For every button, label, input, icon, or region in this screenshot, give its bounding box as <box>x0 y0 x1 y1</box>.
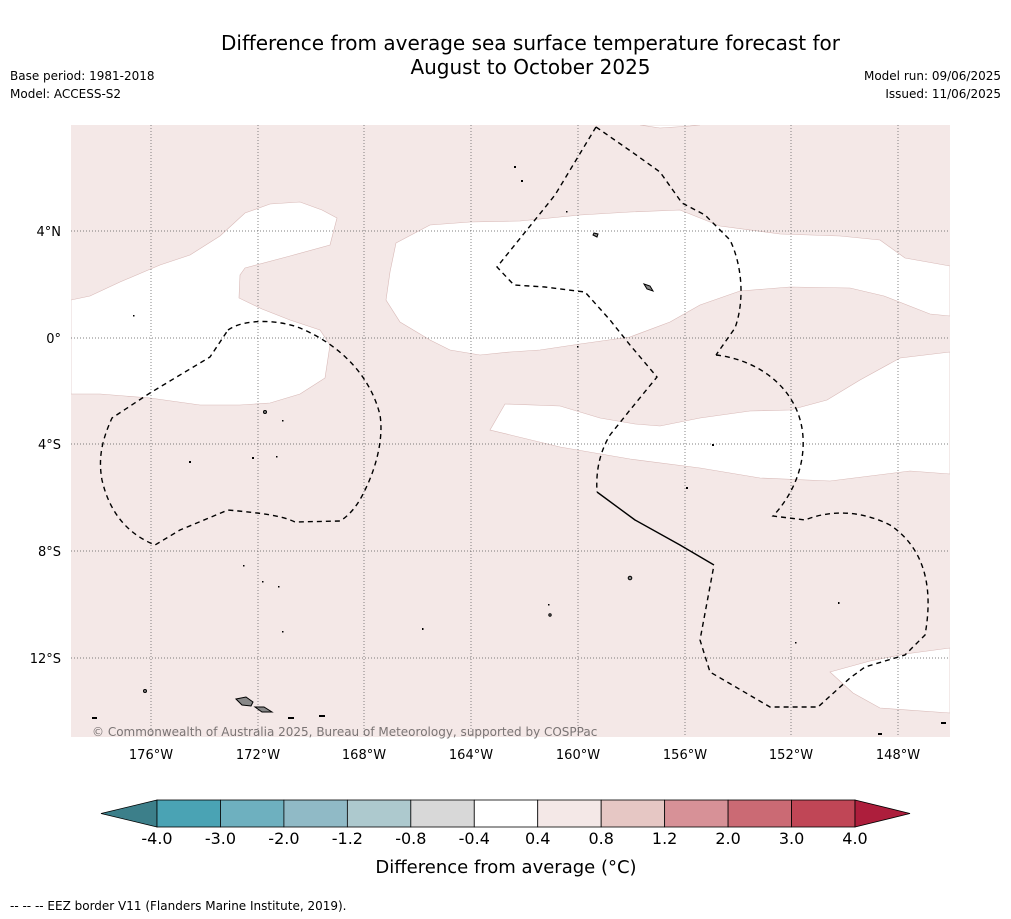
colorbar-tick-label: 0.4 <box>525 829 550 848</box>
title-line-1: Difference from average sea surface temp… <box>220 31 840 55</box>
colorbar-tick-label: -0.8 <box>395 829 426 848</box>
lon-label: 172°W <box>236 748 280 763</box>
colorbar-tick-label: -1.2 <box>332 829 363 848</box>
colorbar-segment <box>410 799 475 828</box>
lat-label: 12°S <box>30 652 61 667</box>
near-average-region-west <box>71 201 338 406</box>
meta-right: Model run: 09/06/2025 Issued: 11/06/2025 <box>864 67 1001 103</box>
base-period: Base period: 1981-2018 <box>10 69 155 83</box>
colorbar-segment <box>346 799 412 828</box>
latitude-labels: 4°N 0° 4°S 8°S 12°S <box>30 225 61 667</box>
colorbar-segment <box>600 799 666 828</box>
eez-border-line-islands <box>699 354 929 708</box>
graticule <box>71 125 950 737</box>
lat-label: 8°S <box>38 545 61 560</box>
title-line-2: August to October 2025 <box>410 55 651 79</box>
colorbar-segment <box>283 799 348 828</box>
colorbar-segment <box>473 799 539 828</box>
eez-border-solid-segment <box>596 491 715 566</box>
island-savaii-east <box>253 706 274 713</box>
colorbar-segment <box>537 799 602 828</box>
colorbar-segment <box>791 799 856 828</box>
lon-label: 156°W <box>663 748 707 763</box>
map-title: Difference from average sea surface temp… <box>0 31 1011 79</box>
lon-label: 168°W <box>342 748 386 763</box>
eez-legend-note: -- -- -- EEZ border V11 (Flanders Marine… <box>10 899 347 913</box>
lat-label: 4°S <box>38 438 61 453</box>
islands <box>143 232 655 713</box>
eez-border-phoenix-line <box>496 126 658 493</box>
lon-label: 152°W <box>769 748 813 763</box>
near-average-region-central <box>385 209 950 356</box>
colorbar-tick-label: 0.8 <box>588 829 613 848</box>
colorbar-extend-low <box>100 799 158 828</box>
colorbar-tick-label: 3.0 <box>779 829 804 848</box>
colorbar-segment <box>220 799 285 828</box>
colorbar-extend-high <box>854 799 911 828</box>
colorbar <box>100 799 911 828</box>
colorbar-segment <box>156 799 221 828</box>
eez-borders <box>99 126 929 708</box>
colorbar-tick-label: 4.0 <box>842 829 867 848</box>
near-average-region-southeast <box>829 647 950 714</box>
island-upolu <box>234 696 254 707</box>
eez-border-western <box>99 320 382 546</box>
model-name: Model: ACCESS-S2 <box>10 87 122 101</box>
island-kiritimati <box>642 283 655 292</box>
colorbar-tick-label: 1.2 <box>652 829 677 848</box>
lon-label: 164°W <box>449 748 493 763</box>
colorbar-ticks: -4.0 -3.0 -2.0 -1.2 -0.8 -0.4 0.4 0.8 1.2 2.0 3.0 4… <box>141 829 867 848</box>
issued-date: Issued: 11/06/2025 <box>885 87 1001 101</box>
model-run: Model run: 09/06/2025 <box>863 69 1001 83</box>
colorbar-label: Difference from average (°C) <box>375 857 636 878</box>
colorbar-tick-label: -2.0 <box>268 829 299 848</box>
lon-label: 148°W <box>876 748 920 763</box>
island-small-1 <box>592 232 599 238</box>
longitude-labels: 176°W 172°W 168°W 164°W 160°W 156°W 152°… <box>129 748 920 763</box>
colorbar-tick-label: -3.0 <box>205 829 236 848</box>
colorbar-tick-label: -4.0 <box>141 829 172 848</box>
colorbar-segment <box>727 799 792 828</box>
meta-left: Base period: 1981-2018 Model: ACCESS-S2 <box>10 67 155 103</box>
copyright-notice: © Commonwealth of Australia 2025, Bureau… <box>92 725 597 739</box>
small-islets <box>92 166 946 735</box>
colorbar-tick-label: -0.4 <box>459 829 490 848</box>
lat-label: 0° <box>46 332 61 347</box>
colorbar-tick-label: 2.0 <box>715 829 740 848</box>
lon-label: 176°W <box>129 748 173 763</box>
near-average-region-south <box>489 351 950 482</box>
colorbar-segment <box>664 799 729 828</box>
lon-label: 160°W <box>556 748 600 763</box>
lat-label: 4°N <box>37 225 62 240</box>
